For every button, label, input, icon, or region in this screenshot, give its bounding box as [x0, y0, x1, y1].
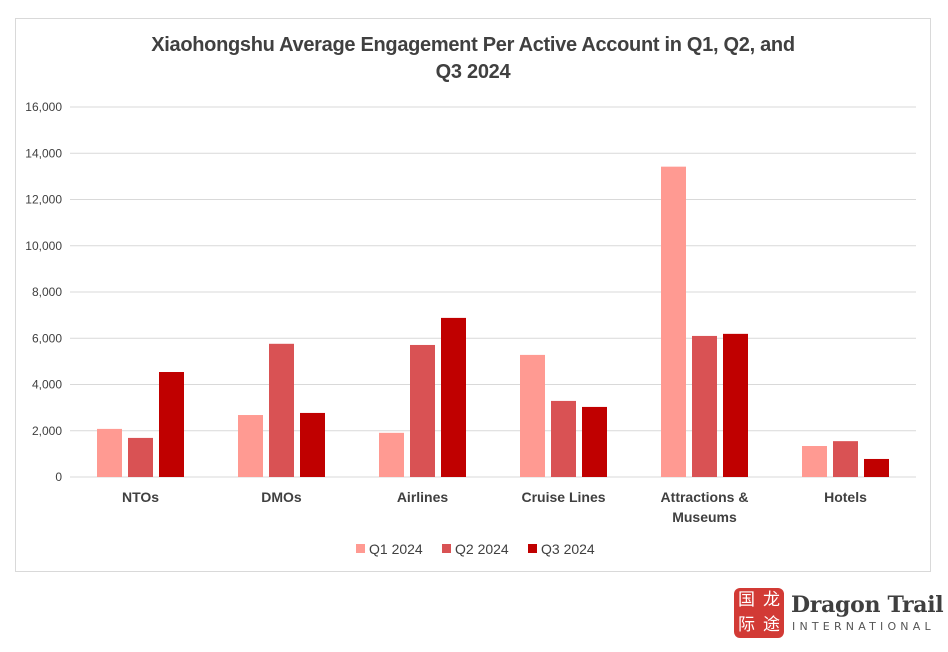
bar-q1-2024: [379, 432, 404, 477]
bar-q3-2024: [582, 406, 607, 477]
y-tick-label: 8,000: [32, 285, 62, 299]
x-tick-label: Airlines: [397, 489, 449, 505]
chart-title-line-1: Xiaohongshu Average Engagement Per Activ…: [151, 34, 795, 56]
bar-q2-2024: [269, 343, 294, 477]
legend-swatch: [356, 544, 365, 553]
legend-swatch: [528, 544, 537, 553]
bar-q2-2024: [128, 437, 153, 477]
x-tick-label: Attractions &: [661, 489, 749, 505]
dragon-trail-logo: 国 龙 际 途 Dragon Trail INTERNATIONAL: [734, 588, 944, 640]
bar-q3-2024: [159, 372, 184, 477]
y-tick-label: 16,000: [25, 100, 62, 114]
logo-name: Dragon Trail: [791, 592, 944, 618]
bar-q1-2024: [520, 354, 545, 477]
bars: [97, 166, 889, 477]
chart-title-line-2: Q3 2024: [435, 61, 511, 83]
x-axis: NTOs DMOs Airlines Cruise Lines Attractions …: [122, 489, 867, 525]
x-tick-label: NTOs: [122, 489, 159, 505]
x-tick-label: Museums: [672, 509, 737, 525]
logo-char: 际: [738, 615, 755, 635]
bar-q2-2024: [410, 344, 435, 477]
bar-q1-2024: [238, 415, 263, 477]
y-tick-label: 10,000: [25, 239, 62, 253]
y-tick-label: 0: [55, 470, 62, 484]
y-tick-label: 2,000: [32, 424, 62, 438]
y-axis: 0 2,000 4,000 6,000 8,000 10,000 12,000 14,000 1…: [25, 100, 62, 484]
bar-q2-2024: [551, 400, 576, 477]
legend-label: Q2 2024: [455, 541, 509, 557]
y-tick-label: 12,000: [25, 193, 62, 207]
legend-label: Q1 2024: [369, 541, 423, 557]
y-tick-label: 4,000: [32, 378, 62, 392]
bar-q1-2024: [97, 428, 122, 477]
bar-q3-2024: [300, 412, 325, 477]
x-tick-label: DMOs: [261, 489, 302, 505]
bar-q3-2024: [723, 333, 748, 477]
bar-q1-2024: [802, 446, 827, 477]
bar-q3-2024: [441, 317, 466, 477]
chart-frame: [15, 18, 931, 572]
legend-label: Q3 2024: [541, 541, 595, 557]
legend-swatch: [442, 544, 451, 553]
logo-mark-icon: 国 龙 际 途: [734, 588, 784, 638]
bar-q3-2024: [864, 458, 889, 477]
logo-char: 途: [763, 615, 780, 635]
bar-q2-2024: [833, 441, 858, 477]
logo-subtitle: INTERNATIONAL: [792, 620, 935, 633]
y-tick-label: 6,000: [32, 331, 62, 345]
chart-title: Xiaohongshu Average Engagement Per Activ…: [15, 32, 931, 86]
bar-q2-2024: [692, 335, 717, 477]
gridlines: [70, 106, 916, 478]
legend: Q1 2024 Q2 2024 Q3 2024: [356, 541, 595, 557]
x-tick-label: Cruise Lines: [521, 489, 605, 505]
y-tick-label: 14,000: [25, 146, 62, 160]
x-tick-label: Hotels: [824, 489, 867, 505]
logo-char: 国: [738, 590, 755, 610]
bar-q1-2024: [661, 166, 686, 477]
logo-char: 龙: [763, 590, 780, 610]
